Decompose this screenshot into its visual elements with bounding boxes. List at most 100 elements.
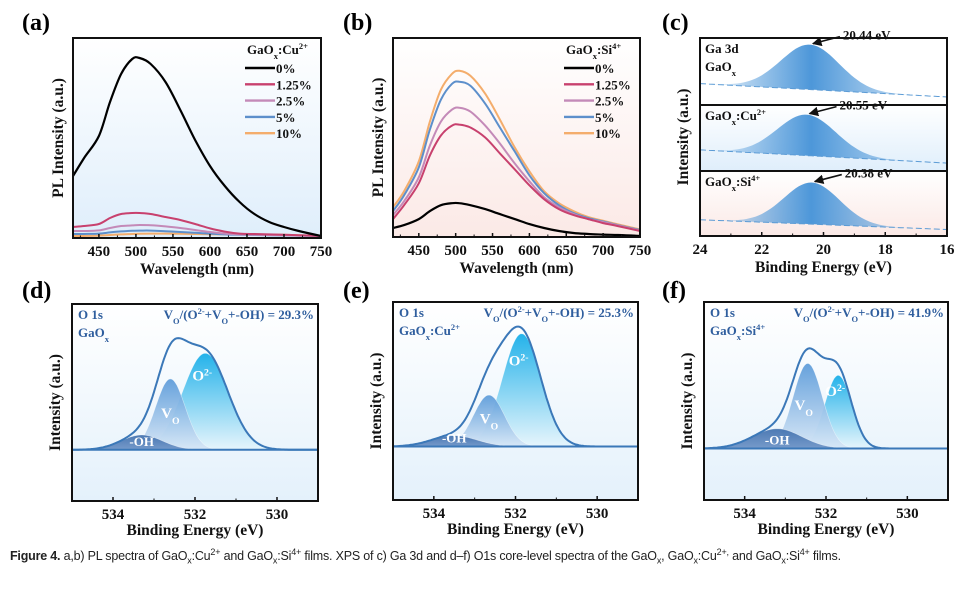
x-tick-label: 450 (408, 243, 431, 259)
component-label-vo: VO (794, 398, 813, 419)
ga3d-baseline (699, 219, 948, 230)
legend-label: 1.25% (595, 77, 631, 92)
y-axis-label: Intensity (a.u.) (679, 353, 696, 450)
caption-text: a,b) PL spectra of GaOx:Cu2+ and GaOx:Si… (60, 546, 841, 566)
series-line-1p25pct (392, 123, 641, 232)
legend-title: GaOx:Si4+ (566, 41, 621, 61)
ga3d-subpanel: GaOx:Cu2+ 20.55 eV (699, 98, 948, 172)
component-label-vo: VO (161, 406, 180, 427)
plot-background (73, 38, 321, 238)
x-tick-label: 22 (754, 242, 769, 258)
x-tick-label: 550 (162, 244, 185, 260)
axes-frame (72, 37, 322, 239)
x-tick-label: 530 (586, 506, 609, 522)
y-axis-label: Intensity (a.u.) (675, 89, 692, 186)
x-tick-label: 450 (88, 244, 111, 260)
x-tick-label: 650 (555, 243, 578, 259)
legend-label: 2.5% (595, 94, 624, 109)
x-axis-label: Binding Energy (eV) (127, 522, 264, 539)
panel-d-o1s-gaox: -OH VO O2- O 1s GaOx VO/(O2-+VO+-OH) = 29.3% 5… (22, 278, 319, 539)
legend-label: 0% (595, 61, 615, 76)
x-tick-label: 534 (423, 506, 446, 522)
x-tick-label: 532 (184, 507, 207, 523)
x-tick-label: 16 (940, 242, 956, 258)
peak-label: 20.44 eV (843, 28, 891, 43)
panel-b-pl-si: 450 500 550 600 650 700 750 Wavelength (nm) PL I… (343, 10, 651, 277)
figure-4: 450 500 550 600 650 700 750 Wavelength (nm) PL I… (22, 10, 955, 539)
x-tick-label: 530 (896, 506, 919, 522)
series-group (392, 69, 641, 238)
subpanel-label: GaOx:Si4+ (705, 173, 760, 193)
axes-frame (392, 37, 641, 238)
spectrum-label: GaOx (78, 325, 110, 344)
ga3d-baseline (699, 83, 948, 98)
spectrum-label: O 1s (78, 307, 103, 322)
ga3d-peak-area (700, 44, 947, 97)
x-tick-label: 750 (310, 244, 333, 260)
vacancy-ratio-label: VO/(O2-+VO+-OH) = 41.9% (794, 304, 944, 324)
x-tick-label: 532 (504, 506, 527, 522)
y-axis-label: Intensity (a.u.) (47, 354, 64, 451)
ga3d-peak-area (700, 114, 947, 164)
x-tick-label: 534 (102, 507, 125, 523)
x-tick-label: 532 (815, 506, 838, 522)
x-tick-label: 600 (199, 244, 222, 260)
legend-label: 5% (276, 110, 296, 125)
legend-label: 1.25% (276, 77, 312, 92)
x-tick-label: 24 (693, 242, 709, 258)
x-tick-label: 600 (518, 243, 541, 259)
ga3d-subpanel: GaOx:Si4+ 20.38 eV (699, 166, 948, 237)
panel-label-b: (b) (343, 10, 372, 36)
component-label-o2: O2- (825, 382, 845, 400)
peak-arrow-icon (813, 173, 842, 185)
component-label-vo: VO (480, 411, 499, 432)
component-label-o2: O2- (192, 367, 212, 385)
x-tick-label: 530 (266, 507, 289, 523)
spectrum-label: GaOx:Si4+ (710, 322, 765, 342)
legend-title: GaOx:Cu2+ (247, 41, 308, 61)
series-line-0pct (72, 56, 322, 238)
series-line-0pct (392, 201, 641, 238)
y-axis-label: Intensity (a.u.) (368, 353, 385, 450)
x-tick-label: 20 (816, 242, 831, 258)
vacancy-ratio-label: VO/(O2-+VO+-OH) = 29.3% (164, 306, 314, 326)
component-label-oh: -OH (442, 431, 467, 446)
x-tick-label: 550 (481, 243, 504, 259)
panel-label-c: (c) (662, 10, 689, 36)
x-tick-label: 650 (236, 244, 259, 260)
panel-e-o1s-cu: -OH VO O2- O 1s GaOx:Cu2+ VO/(O2-+VO+-OH) = 2… (343, 278, 639, 538)
peak-label: 20.38 eV (845, 166, 893, 181)
x-axis-label: Binding Energy (eV) (447, 521, 584, 538)
subpanel-label: Ga 3d (705, 41, 739, 56)
legend-label: 0% (276, 61, 296, 76)
x-tick-label: 750 (629, 243, 652, 259)
x-tick-label: 534 (733, 506, 756, 522)
panel-label-e: (e) (343, 278, 370, 304)
x-axis-label: Binding Energy (eV) (755, 259, 892, 276)
figure-caption: Figure 4. a,b) PL spectra of GaOx:Cu2+ a… (10, 546, 965, 566)
x-tick-label: 18 (878, 242, 893, 258)
legend-label: 10% (595, 126, 621, 141)
panel-c-ga3d: Ga 3d GaOx 20.44 eV GaOx:Cu2+ 20.55 eVGaOx:S… (662, 10, 955, 276)
spectrum-label: O 1s (710, 305, 735, 320)
caption-label: Figure 4. (10, 549, 61, 563)
x-axis-label: Wavelength (nm) (459, 260, 573, 277)
y-axis-label: PL Intensity (a.u.) (50, 78, 67, 198)
component-label-oh: -OH (765, 433, 790, 448)
panel-a-pl-cu: 450 500 550 600 650 700 750 Wavelength (nm) PL I… (22, 10, 332, 278)
series-group (72, 56, 322, 238)
panel-label-d: (d) (22, 278, 51, 304)
legend-label: 2.5% (276, 94, 305, 109)
vacancy-ratio-label: VO/(O2-+VO+-OH) = 25.3% (484, 304, 634, 324)
series-line-1p25pct (72, 211, 322, 237)
spectrum-label: O 1s (399, 305, 424, 320)
x-tick-label: 700 (273, 244, 296, 260)
ga3d-subpanel: Ga 3d GaOx 20.44 eV (699, 28, 948, 106)
x-tick-label: 700 (592, 243, 615, 259)
legend-label: 5% (595, 110, 615, 125)
x-tick-label: 500 (125, 244, 148, 260)
x-axis-label: Binding Energy (eV) (758, 521, 895, 538)
ga3d-peak-area (700, 182, 947, 230)
legend-label: 10% (276, 126, 302, 141)
subpanel-label: GaOx (705, 59, 737, 78)
